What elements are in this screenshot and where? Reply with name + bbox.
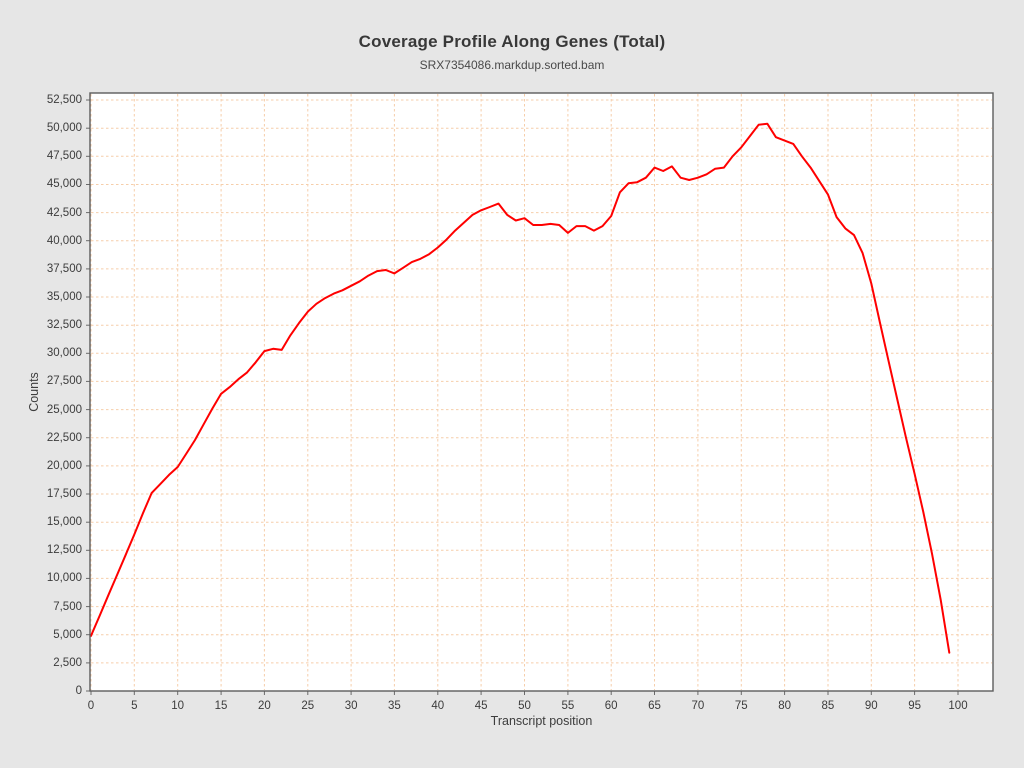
coverage-line [90,122,951,654]
y-tick-label: 20,000 [46,459,82,472]
x-axis-label: Transcript position [490,714,593,728]
x-tick-label: 60 [604,700,618,712]
x-tick-label: 0 [87,700,95,712]
x-tick-label: 70 [691,700,705,712]
plot-frame [89,92,994,692]
x-tick-label: 30 [344,700,358,712]
x-tick-label: 35 [388,700,401,712]
y-tick-label: 42,500 [46,206,82,219]
x-tick-label: 45 [474,700,488,712]
y-tick-label: 10,000 [46,572,82,585]
x-tick-label: 75 [734,700,748,712]
y-tick-label: 52,500 [46,94,82,107]
y-tick-label: 2,500 [53,656,82,669]
y-tick-label: 40,000 [46,234,82,247]
y-tick-label: 30,000 [46,347,82,360]
x-tick-label: 20 [257,700,271,712]
y-tick-label: 27,500 [46,375,82,388]
x-tick-label: 25 [301,700,315,712]
y-tick-label: 22,500 [46,431,82,444]
y-tick-label: 12,500 [46,544,82,557]
chart-title: Coverage Profile Along Genes (Total) [358,32,666,51]
x-tick-label: 85 [821,700,835,712]
x-tick-label: 50 [518,700,531,712]
plot-background [90,93,993,691]
x-tick-label: 15 [214,700,228,712]
y-tick-label: 47,500 [46,150,82,163]
x-tick-label: 55 [561,700,575,712]
y-tick-label: 17,500 [46,488,82,500]
x-tick-label: 40 [431,700,445,712]
y-tick-label: 45,000 [46,178,82,191]
x-tick-label: 5 [131,700,138,712]
x-tick-label: 100 [948,700,968,712]
x-tick-label: 90 [864,700,878,712]
y-tick-label: 50,000 [46,122,82,135]
y-tick-label: 7,500 [53,600,82,613]
y-tick-label: 37,500 [46,262,82,275]
x-tick-label: 95 [908,700,922,712]
y-tick-label: 15,000 [46,516,82,529]
y-tick-label: 5,000 [53,628,82,641]
x-tick-label: 65 [648,700,661,712]
x-tick-label: 10 [171,700,185,712]
y-tick-label: 32,500 [46,319,82,332]
y-tick-label: 25,000 [46,403,82,416]
y-tick-label: 0 [75,685,82,697]
x-tick-label: 80 [778,700,791,712]
chart-subtitle: SRX7354086.markdup.sorted.bam [419,58,605,72]
y-tick-label: 35,000 [46,291,82,304]
